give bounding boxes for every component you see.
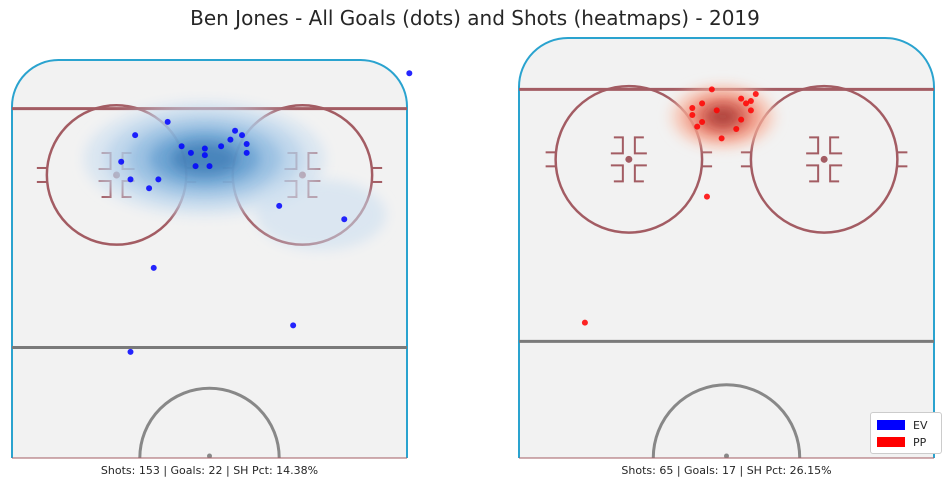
goal-point-ev-1	[132, 132, 139, 139]
faceoff-mark-pp	[633, 136, 647, 155]
center-circle-ev	[138, 386, 281, 459]
goal-point-ev-0	[164, 118, 171, 125]
caption-pp: Shots: 65 | Goals: 17 | SH Pct: 26.15%	[621, 464, 832, 477]
center-dot-pp	[724, 453, 729, 459]
goal-point-pp-13	[733, 126, 740, 132]
chart-title: Ben Jones - All Goals (dots) and Shots (…	[190, 6, 760, 30]
density-level-4-ev	[170, 142, 239, 175]
goal-point-pp-11	[747, 107, 754, 114]
center-circle-pp	[651, 383, 802, 459]
goal-point-ev-16	[206, 163, 213, 170]
goal-point-ev-14	[146, 185, 153, 192]
goal-point-ev-10	[201, 152, 208, 159]
goal-point-ev-22	[127, 348, 134, 355]
boards-ev	[11, 59, 408, 458]
goal-point-pp-8	[747, 98, 754, 104]
faceoff-circle-left-pp	[554, 84, 704, 234]
goal-point-ev-21	[290, 322, 297, 329]
goal-point-ev-17	[243, 141, 250, 148]
legend-item-ev: EV	[877, 418, 927, 432]
goal-point-ev-5	[227, 136, 234, 143]
goal-point-ev-4	[218, 143, 225, 150]
goal-point-pp-4	[699, 119, 706, 125]
caption-ev: Shots: 153 | Goals: 22 | SH Pct: 14.38%	[100, 464, 319, 477]
legend-item-pp: PP	[877, 435, 926, 449]
goal-point-pp-1	[699, 100, 706, 107]
goal-point-ev-15	[192, 163, 199, 170]
legend: EV PP	[870, 412, 942, 454]
goal-point-pp-2	[689, 105, 696, 111]
goal-point-pp-16	[581, 319, 588, 326]
goal-point-pp-15	[703, 193, 710, 200]
goal-point-ev-7	[232, 127, 239, 134]
legend-swatch-pp	[877, 437, 905, 447]
legend-label-ev: EV	[913, 418, 928, 432]
goal-point-ev-12	[127, 176, 134, 183]
boards-pp	[518, 37, 935, 458]
goal-point-ev-20	[150, 264, 157, 271]
faceoff-mark-pp	[633, 164, 647, 183]
faceoff-dot-left-pp	[625, 155, 633, 163]
goal-point-pp-5	[694, 123, 701, 130]
goal-point-ev-19	[276, 202, 283, 209]
density-lobe-ev	[255, 179, 387, 251]
faceoff-mark-pp	[610, 136, 624, 155]
legend-swatch-ev	[877, 420, 905, 430]
faceoff-mark-pp	[806, 136, 820, 155]
faceoff-mark-pp	[829, 136, 843, 155]
goal-point-ev-11	[118, 158, 125, 165]
goal-point-ev-6	[243, 149, 250, 156]
goal-point-ev-23	[406, 70, 413, 77]
goal-point-pp-14	[718, 135, 725, 142]
goal-point-pp-6	[713, 107, 720, 114]
goal-point-ev-3	[201, 145, 208, 152]
goal-point-pp-0	[708, 86, 715, 93]
center-dot-ev	[207, 453, 212, 459]
goal-point-ev-9	[187, 149, 194, 156]
faceoff-mark-pp	[829, 164, 843, 183]
faceoff-circle-right-pp	[749, 84, 899, 234]
goal-point-ev-8	[239, 132, 246, 139]
goal-point-ev-2	[178, 143, 185, 150]
faceoff-mark-pp	[610, 164, 624, 183]
goal-point-pp-9	[738, 95, 745, 102]
goal-point-pp-10	[752, 91, 759, 97]
density-level-4-pp	[707, 107, 738, 126]
goal-point-ev-18	[341, 216, 348, 223]
goal-point-pp-12	[738, 116, 745, 123]
faceoff-dot-right-pp	[820, 155, 828, 163]
goal-point-pp-3	[689, 112, 696, 118]
goal-point-pp-7	[743, 100, 750, 107]
goal-point-ev-13	[155, 176, 162, 183]
faceoff-mark-pp	[806, 164, 820, 183]
legend-label-pp: PP	[913, 435, 927, 449]
